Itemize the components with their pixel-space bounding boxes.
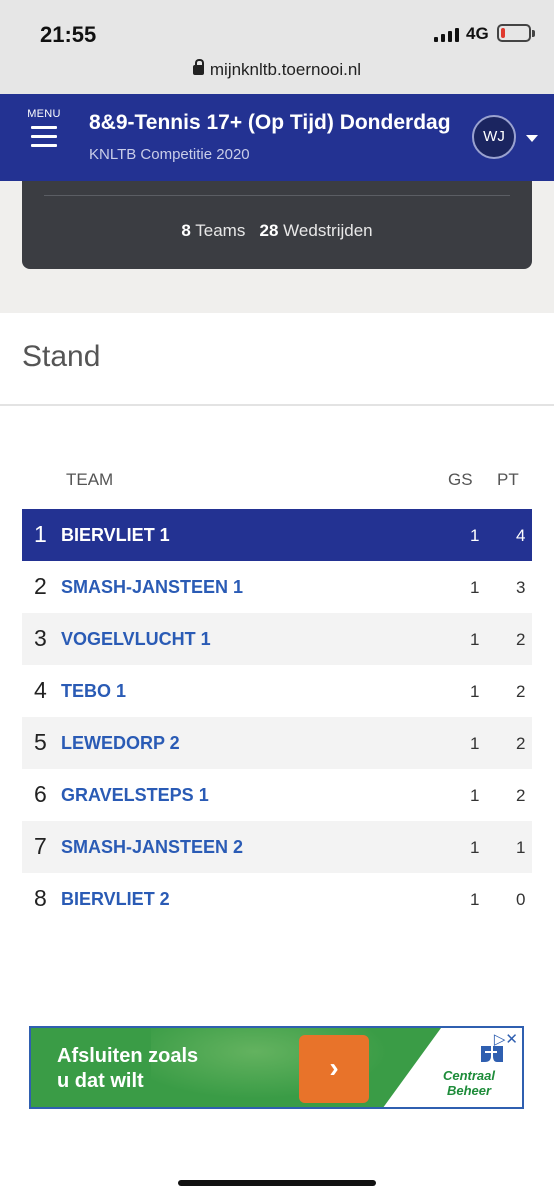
team-link[interactable]: GRAVELSTEPS 1: [61, 785, 209, 805]
lock-icon: [192, 59, 204, 75]
games-played: 1: [470, 630, 480, 649]
address-bar[interactable]: mijnknltb.toernooi.nl: [0, 59, 554, 80]
chevron-right-icon: ›: [329, 1052, 339, 1083]
menu-button[interactable]: MENU: [22, 108, 66, 160]
points: 2: [516, 682, 526, 701]
column-header-team: TEAM: [66, 470, 114, 489]
column-header-pt: PT: [497, 470, 519, 489]
team-link[interactable]: SMASH-JANSTEEN 2: [61, 837, 244, 857]
rank: 5: [34, 729, 47, 755]
team-link[interactable]: TEBO 1: [61, 681, 127, 701]
team-link[interactable]: BIERVLIET 2: [61, 889, 170, 909]
matches-label: Wedstrijden: [283, 221, 373, 240]
games-played: 1: [470, 786, 480, 805]
table-row[interactable]: 3 VOGELVLUCHT 1 1 2: [22, 613, 532, 665]
ad-choices-icon[interactable]: ▷✕: [493, 1031, 518, 1048]
team-link[interactable]: VOGELVLUCHT 1: [61, 629, 211, 649]
page-subtitle: KNLTB Competitie 2020: [89, 146, 250, 163]
signal-icon: [434, 28, 459, 42]
summary-stats: 8 Teams 28 Wedstrijden: [22, 221, 532, 241]
table-row[interactable]: 4 TEBO 1 1 2: [22, 665, 532, 717]
ad-banner[interactable]: Afsluiten zoals u dat wilt › Centraal Be…: [29, 1026, 524, 1109]
section-divider: [0, 404, 554, 406]
games-played: 1: [470, 682, 480, 701]
rank: 8: [34, 885, 47, 911]
standings-table: 1 BIERVLIET 1 1 4 2 SMASH-JANSTEEN 1 1 3…: [22, 509, 532, 925]
games-played: 1: [470, 838, 480, 857]
rank: 4: [34, 677, 47, 703]
standings-table-header: TEAM GS PT: [22, 468, 532, 494]
rank: 6: [34, 781, 47, 807]
page-title: 8&9-Tennis 17+ (Op Tijd) Donderdag: [89, 111, 451, 134]
network-type: 4G: [466, 24, 489, 43]
table-row[interactable]: 8 BIERVLIET 2 1 0: [22, 873, 532, 925]
url-text: mijnknltb.toernooi.nl: [209, 60, 362, 79]
matches-count: 28: [259, 221, 279, 240]
ad-headline: Afsluiten zoals u dat wilt: [57, 1044, 198, 1094]
ad-headline-line1: Afsluiten zoals: [57, 1045, 199, 1067]
team-link[interactable]: BIERVLIET 1: [61, 525, 170, 545]
table-row[interactable]: 2 SMASH-JANSTEEN 1 1 3: [22, 561, 532, 613]
points: 2: [516, 734, 526, 753]
column-header-gs: GS: [448, 470, 473, 489]
points: 2: [516, 786, 526, 805]
points: 1: [516, 838, 526, 857]
ad-brand-line2: Beheer: [446, 1083, 492, 1098]
games-played: 1: [470, 526, 480, 545]
home-indicator[interactable]: [178, 1180, 376, 1186]
points: 4: [516, 526, 526, 545]
menu-label: MENU: [27, 108, 61, 120]
rank: 1: [34, 521, 47, 547]
hamburger-icon: [31, 126, 57, 147]
summary-card: 8 Teams 28 Wedstrijden: [22, 181, 532, 269]
status-bar: 21:55 4G mijnknltb.toernooi.nl: [0, 0, 554, 94]
rank: 7: [34, 833, 47, 859]
games-played: 1: [470, 578, 480, 597]
avatar[interactable]: WJ: [472, 115, 516, 159]
ad-headline-line2: u dat wilt: [57, 1070, 144, 1092]
rank: 2: [34, 573, 47, 599]
section-title-stand: Stand: [22, 340, 101, 373]
rank: 3: [34, 625, 47, 651]
ad-brand-name: Centraal Beheer: [429, 1068, 509, 1098]
points: 2: [516, 630, 526, 649]
points: 3: [516, 578, 526, 597]
table-row[interactable]: 7 SMASH-JANSTEEN 2 1 1: [22, 821, 532, 873]
games-played: 1: [470, 734, 480, 753]
table-row[interactable]: 1 BIERVLIET 1 1 4: [22, 509, 532, 561]
ad-cta-button[interactable]: ›: [299, 1035, 369, 1103]
teams-label: Teams: [195, 221, 246, 240]
games-played: 1: [470, 890, 480, 909]
teams-count: 8: [181, 221, 191, 240]
battery-icon: [497, 24, 535, 42]
points: 0: [516, 890, 526, 909]
app-header: MENU 8&9-Tennis 17+ (Op Tijd) Donderdag …: [0, 94, 554, 181]
team-link[interactable]: SMASH-JANSTEEN 1: [61, 577, 244, 597]
team-link[interactable]: LEWEDORP 2: [61, 733, 180, 753]
clock: 21:55: [40, 22, 97, 47]
ad-brand-line1: Centraal: [442, 1068, 496, 1083]
divider: [44, 195, 510, 196]
caret-down-icon[interactable]: [526, 135, 538, 142]
table-row[interactable]: 5 LEWEDORP 2 1 2: [22, 717, 532, 769]
centraal-beheer-logo-icon: [481, 1046, 503, 1062]
table-row[interactable]: 6 GRAVELSTEPS 1 1 2: [22, 769, 532, 821]
